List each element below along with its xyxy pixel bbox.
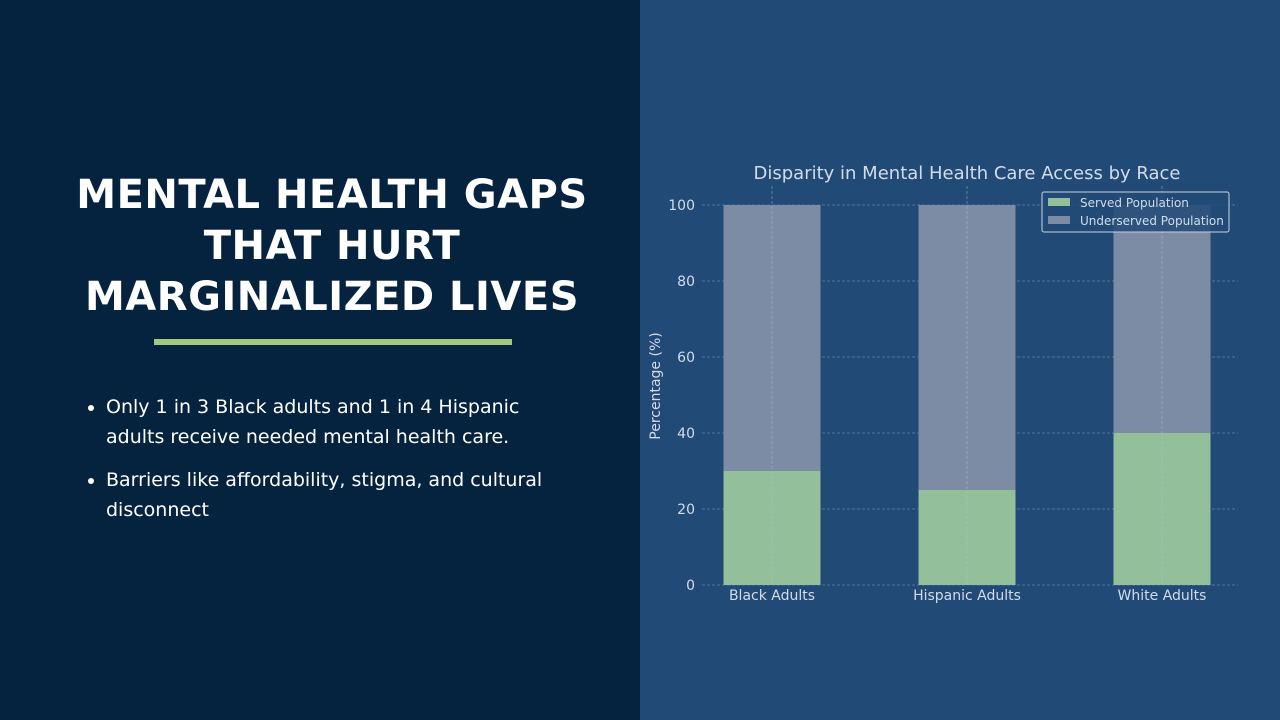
bullet-item: Only 1 in 3 Black adults and 1 in 4 Hisp… [106,392,546,452]
left-panel: MENTAL HEALTH GAPS THAT HURT MARGINALIZE… [0,0,640,720]
x-tick-label: Black Adults [729,588,815,604]
y-tick-label: 0 [686,578,695,594]
y-tick-label: 100 [668,198,695,214]
bullet-item: Barriers like affordability, stigma, and… [106,465,546,525]
chart-title: Disparity in Mental Health Care Access b… [754,163,1181,184]
x-tick-label: White Adults [1118,588,1207,604]
chart-legend: Served Population Underserved Population [1041,191,1230,233]
y-axis-label: Percentage (%) [648,332,664,439]
x-tick-label: Hispanic Adults [913,588,1021,604]
y-tick-label: 80 [677,274,695,290]
y-tick-label: 20 [677,502,695,518]
stacked-bar-chart: 0 20 40 60 80 100 Black Adults Hispanic Adults W… [648,163,1238,604]
legend-swatch-underserved [1048,216,1070,224]
slide-title: MENTAL HEALTH GAPS THAT HURT MARGINALIZE… [76,172,588,320]
accent-divider [154,339,512,345]
bullet-list: Only 1 in 3 Black adults and 1 in 4 Hisp… [80,392,546,538]
legend-swatch-served [1048,198,1070,206]
y-tick-label: 60 [677,350,695,366]
legend-label-underserved: Underserved Population [1080,214,1224,228]
legend-label-served: Served Population [1080,196,1189,210]
legend-frame [1041,191,1230,233]
y-tick-label: 40 [677,426,695,442]
